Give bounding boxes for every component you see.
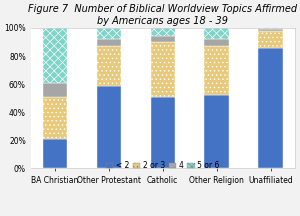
Bar — [205, 39, 229, 46]
Bar — [258, 48, 283, 168]
Legend: < 2, 2 or 3, 4, 5 or 6: < 2, 2 or 3, 4, 5 or 6 — [103, 158, 223, 173]
Bar — [43, 83, 67, 97]
Bar — [258, 29, 283, 31]
Bar — [205, 95, 229, 168]
Bar — [258, 31, 283, 48]
Bar — [43, 28, 67, 83]
Bar — [43, 97, 67, 139]
Bar — [205, 28, 229, 39]
Bar — [205, 46, 229, 95]
Bar — [151, 97, 175, 168]
Bar — [258, 28, 283, 29]
Bar — [97, 86, 121, 168]
Bar — [97, 28, 121, 39]
Bar — [97, 39, 121, 46]
Bar — [43, 139, 67, 168]
Bar — [97, 46, 121, 86]
Bar — [151, 28, 175, 36]
Bar — [151, 42, 175, 97]
Bar — [151, 36, 175, 42]
Title: Figure 7  Number of Biblical Worldview Topics Affirmed
by Americans ages 18 - 39: Figure 7 Number of Biblical Worldview To… — [28, 4, 297, 26]
